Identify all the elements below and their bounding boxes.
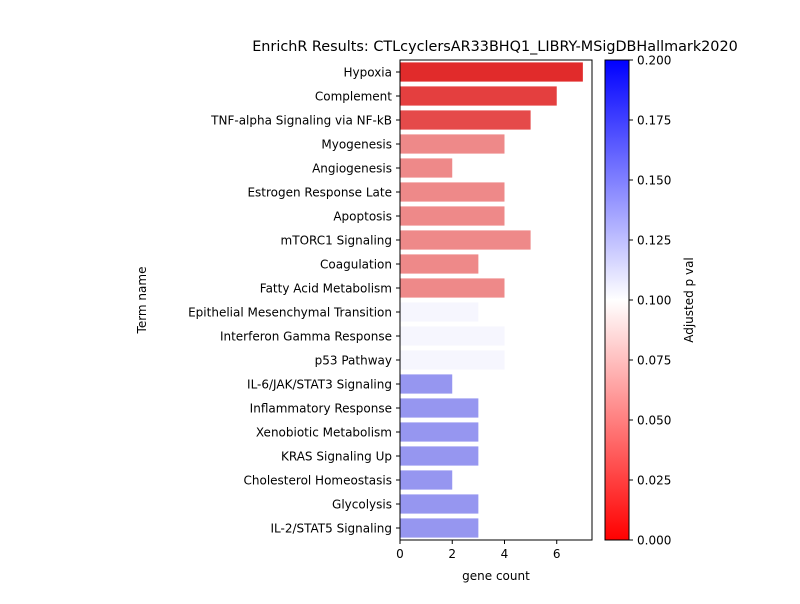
colorbar-tick-label: 0.075 <box>637 354 671 368</box>
bar-8 <box>400 254 479 274</box>
bar-5 <box>400 182 505 202</box>
y-tick-label: Complement <box>315 90 392 104</box>
y-tick-label: mTORC1 Signaling <box>281 234 392 248</box>
bar-2 <box>400 110 531 130</box>
bar-6 <box>400 206 505 226</box>
y-tick-label: IL-6/JAK/STAT3 Signaling <box>247 378 392 392</box>
y-tick-label: Angiogenesis <box>312 162 392 176</box>
y-axis-label: Term name <box>135 267 149 335</box>
colorbar-label: Adjusted p val <box>682 257 696 343</box>
x-tick-label: 2 <box>448 547 456 561</box>
y-tick-label: Interferon Gamma Response <box>220 330 392 344</box>
bars-layer <box>400 62 583 538</box>
bar-11 <box>400 326 505 346</box>
colorbar-tick-label: 0.025 <box>637 474 671 488</box>
y-tick-label: Xenobiotic Metabolism <box>256 426 392 440</box>
y-tick-label: KRAS Signaling Up <box>281 450 392 464</box>
colorbar-ticks: 0.000 0.025 0.050 0.075 0.100 0.125 0.150 0.175… <box>629 54 671 548</box>
y-tick-label: Hypoxia <box>343 66 392 80</box>
y-tick-label: IL-2/STAT5 Signaling <box>270 522 392 536</box>
colorbar-tick-label: 0.200 <box>637 54 671 68</box>
y-tick-label: Epithelial Mesenchymal Transition <box>188 306 392 320</box>
bar-19 <box>400 518 479 538</box>
bar-1 <box>400 86 557 106</box>
colorbar-tick-label: 0.125 <box>637 234 671 248</box>
colorbar-tick-label: 0.150 <box>637 174 671 188</box>
bar-4 <box>400 158 453 178</box>
plot-frame <box>399 59 593 541</box>
x-tick-label: 6 <box>553 547 561 561</box>
y-tick-label: p53 Pathway <box>315 354 392 368</box>
colorbar-tick-label: 0.175 <box>637 114 671 128</box>
bar-10 <box>400 302 479 322</box>
bar-3 <box>400 134 505 154</box>
y-tick-label: TNF-alpha Signaling via NF-kB <box>210 114 392 128</box>
bar-7 <box>400 230 531 250</box>
y-tick-label: Glycolysis <box>332 498 392 512</box>
y-tick-label: Coagulation <box>320 258 392 272</box>
bar-18 <box>400 494 479 514</box>
colorbar-tick-label: 0.050 <box>637 414 671 428</box>
x-tick-label: 4 <box>501 547 509 561</box>
bar-12 <box>400 350 505 370</box>
x-tick-label: 0 <box>396 547 404 561</box>
bar-17 <box>400 470 453 490</box>
y-tick-label: Cholesterol Homeostasis <box>244 474 392 488</box>
bar-13 <box>400 374 453 394</box>
y-tick-label: Apoptosis <box>333 210 392 224</box>
bar-14 <box>400 398 479 418</box>
bar-15 <box>400 422 479 442</box>
y-tick-labels: Hypoxia Complement TNF-alpha Signaling via… <box>188 66 400 536</box>
x-axis-ticks: 0 2 4 6 <box>396 540 561 561</box>
y-tick-label: Myogenesis <box>321 138 392 152</box>
colorbar-tick-label: 0.000 <box>637 534 671 548</box>
colorbar-tick-label: 0.100 <box>637 294 671 308</box>
bar-16 <box>400 446 479 466</box>
colorbar <box>604 59 630 541</box>
y-tick-label: Estrogen Response Late <box>247 186 392 200</box>
x-axis-label: gene count <box>462 569 530 583</box>
y-tick-label: Fatty Acid Metabolism <box>260 282 392 296</box>
bar-0 <box>400 62 583 82</box>
y-tick-label: Inflammatory Response <box>250 402 392 416</box>
bar-9 <box>400 278 505 298</box>
chart-title: EnrichR Results: CTLcyclersAR33BHQ1_LIBR… <box>252 39 738 55</box>
